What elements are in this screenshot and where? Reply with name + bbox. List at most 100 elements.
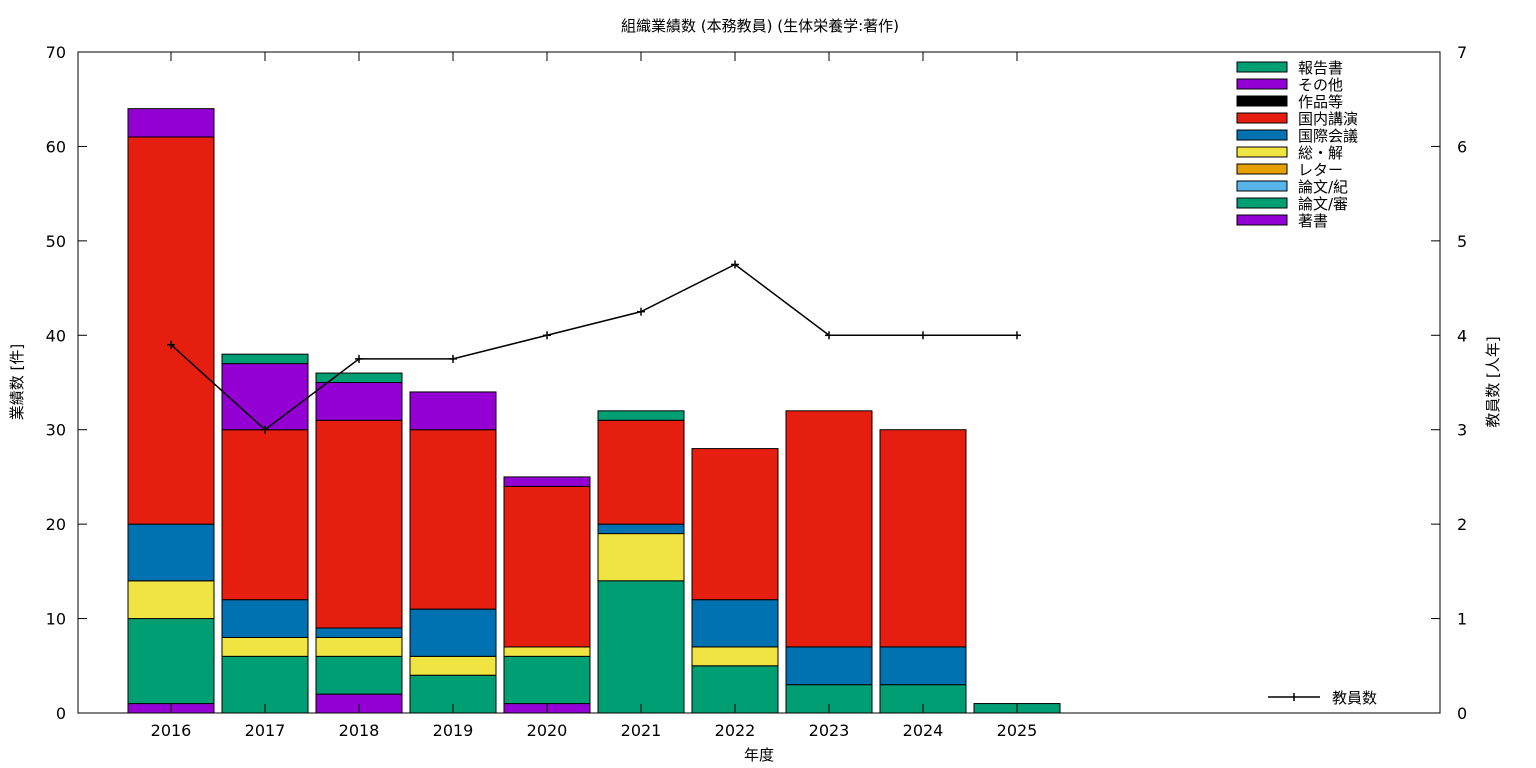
bar-2020-series-1 bbox=[503, 655, 591, 705]
y-tick-label-70: 70 bbox=[46, 43, 66, 62]
y-tick-label-60: 60 bbox=[46, 137, 66, 156]
y-tick-label-40: 40 bbox=[46, 326, 66, 345]
y-axis: 0 10 20 30 40 50 60 70 bbox=[46, 43, 1440, 723]
bar-2021-series-9 bbox=[597, 410, 685, 421]
bar-2017-series-9 bbox=[221, 353, 309, 365]
line-layer bbox=[167, 260, 1021, 434]
line-point-2024 bbox=[919, 331, 927, 340]
legend-label-line: 教員数 bbox=[1332, 689, 1377, 707]
y2-tick-label-2: 2 bbox=[1457, 515, 1467, 534]
line-point-2020 bbox=[543, 331, 551, 340]
bar-2017-series-6 bbox=[221, 429, 309, 601]
legend-swatch-5 bbox=[1236, 129, 1288, 141]
legend-swatch-4 bbox=[1236, 146, 1288, 158]
bar-2016-series-1 bbox=[127, 618, 215, 705]
y2-tick-label-1: 1 bbox=[1457, 610, 1467, 629]
y2-axis: 0 1 2 3 4 5 6 7 bbox=[1457, 43, 1467, 723]
bar-2023-series-5 bbox=[785, 646, 873, 686]
bar-2017-series-1 bbox=[221, 655, 309, 714]
legend-label-5: 国際会議 bbox=[1298, 127, 1358, 145]
bar-2018-series-5 bbox=[315, 627, 403, 638]
y2-tick-label-0: 0 bbox=[1457, 704, 1467, 723]
x-tick-label-2023: 2023 bbox=[809, 721, 850, 740]
y2-axis-label: 教員数 [人年] bbox=[1484, 336, 1502, 427]
bar-2017-series-8 bbox=[221, 363, 309, 431]
line-point-2019 bbox=[449, 354, 457, 363]
bar-2017-series-5 bbox=[221, 599, 309, 638]
bar-2016-series-5 bbox=[127, 523, 215, 582]
x-tick-label-2025: 2025 bbox=[997, 721, 1038, 740]
x-tick-label-2022: 2022 bbox=[715, 721, 756, 740]
bar-2020-series-6 bbox=[503, 485, 591, 648]
bar-2017-series-4 bbox=[221, 636, 309, 657]
y-tick-label-30: 30 bbox=[46, 421, 66, 440]
x-axis: 2016 2017 2018 2019 2020 2021 2022 2023 2024 2025 bbox=[151, 52, 1038, 740]
legend-label-4: 総・解 bbox=[1298, 144, 1343, 162]
legend-swatch-2 bbox=[1236, 180, 1288, 192]
y2-tick-label-3: 3 bbox=[1457, 421, 1467, 440]
bar-2021-series-4 bbox=[597, 533, 685, 582]
y2-tick-label-4: 4 bbox=[1457, 326, 1467, 345]
line-point-2017 bbox=[261, 425, 269, 434]
legend-label-0: 著書 bbox=[1298, 212, 1328, 230]
bar-2018-series-8 bbox=[315, 382, 403, 421]
y2-tick-label-6: 6 bbox=[1457, 137, 1467, 156]
x-tick-label-2019: 2019 bbox=[433, 721, 474, 740]
legend-label-6: 国内講演 bbox=[1298, 110, 1358, 128]
bar-2019-series-8 bbox=[409, 391, 497, 431]
y2-tick-label-7: 7 bbox=[1457, 43, 1467, 62]
line-point-2021 bbox=[637, 307, 645, 316]
y2-tick-label-5: 5 bbox=[1457, 232, 1467, 251]
bars-layer bbox=[127, 108, 1061, 714]
bar-2024-series-5 bbox=[879, 646, 967, 686]
bar-2018-series-6 bbox=[315, 419, 403, 629]
bar-2020-series-4 bbox=[503, 646, 591, 657]
line-point-2025 bbox=[1013, 331, 1021, 340]
bar-2022-series-4 bbox=[691, 646, 779, 667]
chart-title: 組織業績数 (本務教員) (生体栄養学:著作) bbox=[621, 17, 899, 35]
x-tick-label-2016: 2016 bbox=[151, 721, 192, 740]
y-tick-label-10: 10 bbox=[46, 610, 66, 629]
bar-2018-series-9 bbox=[315, 372, 403, 383]
x-tick-label-2020: 2020 bbox=[527, 721, 568, 740]
line-point-2016 bbox=[167, 340, 175, 349]
y-axis-label: 業績数 [件] bbox=[8, 344, 26, 420]
legend-swatch-9 bbox=[1236, 61, 1288, 73]
x-axis-label: 年度 bbox=[744, 746, 774, 764]
bar-2018-series-1 bbox=[315, 655, 403, 695]
x-tick-label-2017: 2017 bbox=[245, 721, 286, 740]
y-tick-label-0: 0 bbox=[56, 704, 66, 723]
line-point-2018 bbox=[355, 354, 363, 363]
legend-label-2: 論文/紀 bbox=[1298, 178, 1348, 196]
legend-swatch-0 bbox=[1236, 214, 1288, 226]
bar-2022-series-6 bbox=[691, 448, 779, 601]
bar-2018-series-4 bbox=[315, 636, 403, 657]
legend-swatch-7 bbox=[1236, 95, 1288, 107]
bar-2016-series-8 bbox=[127, 108, 215, 138]
legend-swatch-8 bbox=[1236, 78, 1288, 90]
bar-2016-series-4 bbox=[127, 580, 215, 620]
x-tick-label-2021: 2021 bbox=[621, 721, 662, 740]
legend-label-8: その他 bbox=[1298, 76, 1343, 94]
bar-2023-series-6 bbox=[785, 410, 873, 648]
x-tick-label-2018: 2018 bbox=[339, 721, 380, 740]
bar-2021-series-1 bbox=[597, 580, 685, 714]
plot-frame bbox=[77, 51, 1441, 714]
line-point-2023 bbox=[825, 331, 833, 340]
bar-2022-series-5 bbox=[691, 599, 779, 648]
legend-label-1: 論文/審 bbox=[1298, 195, 1348, 213]
bar-2019-series-5 bbox=[409, 608, 497, 657]
line-point-2022 bbox=[731, 260, 739, 269]
y-tick-label-50: 50 bbox=[46, 232, 66, 251]
bar-2021-series-5 bbox=[597, 523, 685, 535]
legend-label-9: 報告書 bbox=[1298, 59, 1343, 77]
bar-2019-series-4 bbox=[409, 655, 497, 676]
legend-label-3: レター bbox=[1298, 161, 1343, 179]
bar-2024-series-6 bbox=[879, 429, 967, 648]
line-series-path bbox=[170, 263, 1017, 431]
legend-swatch-1 bbox=[1236, 197, 1288, 209]
y-tick-label-20: 20 bbox=[46, 515, 66, 534]
legend-swatch-3 bbox=[1236, 163, 1288, 175]
